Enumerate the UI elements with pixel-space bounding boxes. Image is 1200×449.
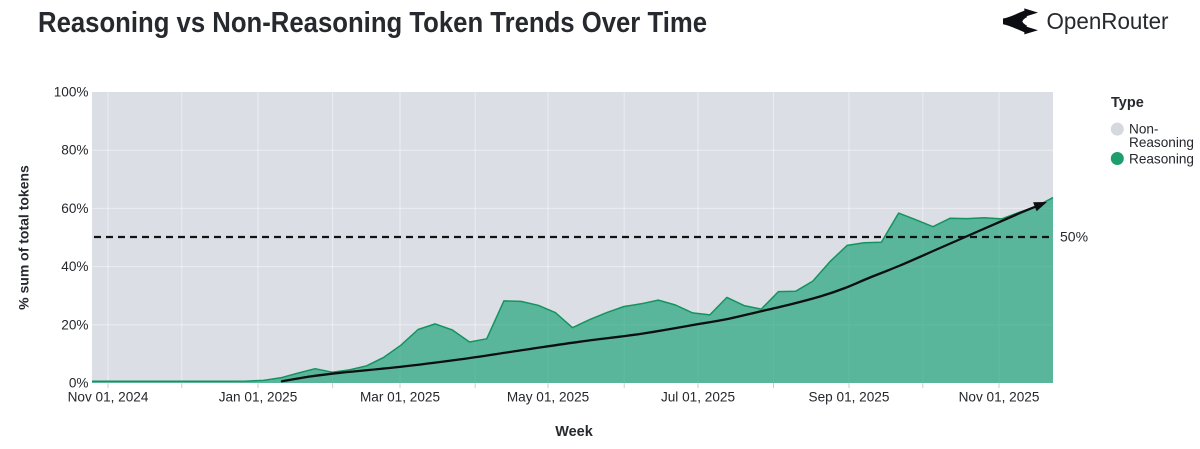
svg-text:% sum of total tokens: % sum of total tokens bbox=[16, 165, 32, 310]
svg-text:Sep 01, 2025: Sep 01, 2025 bbox=[809, 390, 890, 405]
svg-text:Mar 01, 2025: Mar 01, 2025 bbox=[360, 390, 440, 405]
svg-text:60%: 60% bbox=[61, 201, 88, 216]
svg-text:50%: 50% bbox=[1060, 229, 1088, 245]
svg-text:Non-: Non- bbox=[1129, 122, 1158, 137]
svg-text:Jul 01, 2025: Jul 01, 2025 bbox=[661, 390, 735, 405]
svg-text:0%: 0% bbox=[69, 376, 89, 391]
svg-text:Type: Type bbox=[1111, 95, 1144, 111]
svg-text:Nov 01, 2024: Nov 01, 2024 bbox=[68, 390, 149, 405]
svg-text:OpenRouter: OpenRouter bbox=[1047, 8, 1169, 34]
svg-text:Nov 01, 2025: Nov 01, 2025 bbox=[959, 390, 1040, 405]
svg-text:Jan 01, 2025: Jan 01, 2025 bbox=[219, 390, 298, 405]
svg-text:40%: 40% bbox=[61, 259, 88, 274]
svg-text:Reasoning: Reasoning bbox=[1129, 135, 1194, 150]
svg-text:80%: 80% bbox=[61, 143, 88, 158]
svg-text:May 01, 2025: May 01, 2025 bbox=[507, 390, 589, 405]
svg-text:100%: 100% bbox=[54, 85, 89, 100]
svg-text:Reasoning: Reasoning bbox=[1129, 152, 1194, 167]
svg-text:Reasoning vs Non-Reasoning Tok: Reasoning vs Non-Reasoning Token Trends … bbox=[38, 7, 707, 39]
svg-text:20%: 20% bbox=[61, 317, 88, 332]
svg-text:Week: Week bbox=[555, 424, 594, 440]
